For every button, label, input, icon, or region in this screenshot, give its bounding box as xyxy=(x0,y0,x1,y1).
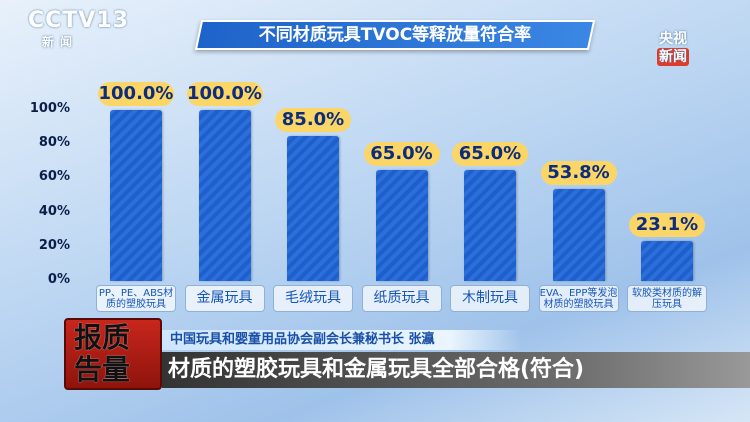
bar xyxy=(641,241,693,281)
bar xyxy=(552,189,605,281)
data-label: 85.0% xyxy=(275,107,351,132)
speaker-title: 中国玩具和婴童用品协会副会长兼秘书长 张瀛 xyxy=(162,330,522,350)
category-label: 纸质玩具 xyxy=(361,285,442,312)
y-tick-label: 80% xyxy=(38,135,70,151)
data-label: 65.0% xyxy=(452,141,528,166)
y-tick-label: 100% xyxy=(29,101,70,116)
cctv-news-logo: 央视 新闻 xyxy=(657,31,689,66)
bar xyxy=(110,110,162,281)
category-label: PP、PE、ABS材质的塑胶玩具 xyxy=(96,285,176,312)
y-tick-label: 20% xyxy=(38,237,70,253)
data-label: 53.8% xyxy=(540,161,617,185)
category-label: 木制玩具 xyxy=(450,285,530,312)
bar xyxy=(375,169,428,281)
data-label: 100.0% xyxy=(98,82,174,106)
category-label: 毛绒玩具 xyxy=(273,285,353,312)
chart-title: 不同材质玩具TVOC等释放量符合率 xyxy=(194,20,596,50)
caption: 材质的塑胶玩具和金属玩具全部合格(符合) xyxy=(162,352,750,388)
program-seal: 报质告量 xyxy=(64,318,162,390)
category-label: EVA、EPP等发泡材质的塑胶玩具 xyxy=(538,285,619,312)
category-label: 软胶类材质的解压玩具 xyxy=(627,285,707,312)
y-tick-label: 0% xyxy=(47,272,70,287)
category-label: 金属玩具 xyxy=(184,285,265,312)
cctv13-logo: CCTV13 新闻 xyxy=(28,8,129,49)
bar xyxy=(464,169,516,281)
data-label: 100.0% xyxy=(186,82,263,106)
data-label: 23.1% xyxy=(629,213,705,238)
bar xyxy=(287,135,339,281)
bar xyxy=(198,110,251,281)
y-tick-label: 60% xyxy=(38,169,70,185)
data-label: 65.0% xyxy=(363,141,440,166)
y-tick-label: 40% xyxy=(38,203,70,219)
